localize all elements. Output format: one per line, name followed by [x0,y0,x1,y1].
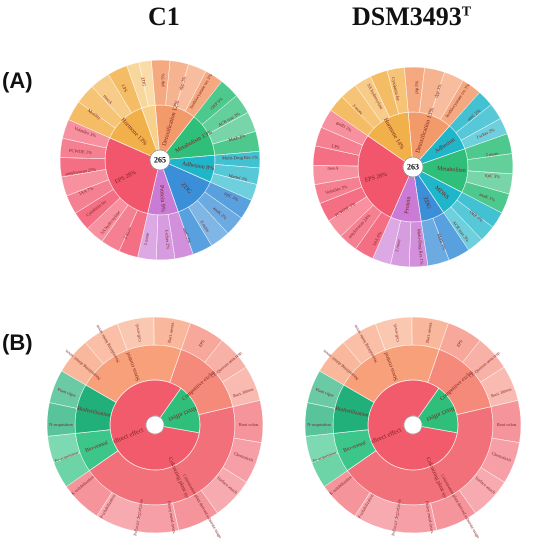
column-title-dsm3493: DSM3493T [352,2,471,32]
b-dsm-center-hole [403,415,423,435]
a-c1-outer-label-22: moeA [102,94,113,106]
b-c1-outer-label-3: Bact. secret. [167,322,176,344]
a-c1-inner-label-2: Adhesion 8% [181,161,214,172]
a-c1-center-count: 265 [154,155,166,164]
a-c1-outer-label-13: 5 more [143,232,150,245]
a-c1-outer-label-17: IAA 7% [78,186,94,197]
b-c1-outer-label-4: EPS [198,338,206,347]
b-dsm-outer-label-4: EPS [456,338,464,347]
a-dsm-inner-label-4: ZDG [422,196,432,210]
a-dsm-outer-label-22: Cytokinin fer [391,77,401,102]
a-dsm-inner-label-6: EPS 28% [364,172,388,184]
a-c1-outer-7-1 [138,60,156,107]
b-c1-outer-label-12: Pollutant degradation [133,498,144,536]
a-c1-outer-label-7: Mattol 3% [228,173,248,182]
a-c1-outer-label-0: pip 5% [160,73,166,86]
b-c1-outer-4-1 [49,370,87,409]
b-c1-outer-label-8: Chemotaxis [233,451,254,463]
a-dsm-outer-label-16: Volatiles 3% [325,184,349,195]
a-c1-outer-label-10: 8 more [199,220,210,233]
a-dsm-center-hole [402,156,424,178]
b-dsm-outer-label-11: Heavy metal detox. [424,501,435,535]
a-dsm-outer-label-5: 5 more [485,151,498,158]
b-dsm-outer-label-8: Chemotaxis [491,451,512,463]
a-dsm-outer-label-13: IAA 6% [372,231,383,247]
a-c1-outer-label-5: MatE 2% [228,133,246,143]
a-c1-outer-label-12: I scher 2% [164,230,171,250]
a-dsm-inner-label-5: Protein [404,196,412,214]
b-dsm-outer-4-1 [307,370,345,409]
b-c1-outer-label-11: Heavy metal detox. [166,501,177,535]
a-dsm-outer-7-4 [386,67,409,115]
b-c1-outer-label-7: Root colon. [239,422,259,427]
a-c1-outer-label-19: PCWDE 1% [69,148,93,155]
a-dsm-inner-label-2: Metabolism [437,166,466,174]
a-c1-outer-label-1: dpp 3% [178,76,187,91]
b-dsm-outer-label-7: Root colon. [497,422,517,427]
b-dsm-outer-label-16: N-acquisition [307,422,331,427]
column-title-superscript: T [461,4,472,20]
b-dsm-outer-label-3: Bact. secret. [425,322,434,344]
a-c1-outer-label-14: 2 more [122,226,132,240]
a-c1-outer-label-6: Multi-Drug Res 1% [222,155,258,161]
a-dsm-outer-label-7: anaK 1% [479,192,497,203]
a-dsm-center-count: 263 [407,162,419,171]
column-title-c1: C1 [148,2,180,31]
a-c1-outer-label-23: LPS [121,84,129,94]
a-dsm-outer-label-18: LPS [331,143,340,150]
b-c1-center-hole [145,415,165,435]
a-c1-inner-label-4: Protein 9% [158,185,165,212]
a-c1-outer-label-18: amylovoran 25% [65,167,97,177]
column-title-dsm3493-text: DSM3493 [352,2,462,31]
a-dsm-outer-label-0: pip 5% [414,80,420,93]
panel-label-a: (A) [2,68,33,93]
b-dsm-outer-label-17: Plant vigor [315,387,335,398]
a-dsm-outer-label-10: MatE 1% [436,233,447,251]
b-c1-outer-label-16: N-acquisition [49,422,73,427]
a-c1-outer-label-11: antC 2% [182,227,192,244]
a-c1-center-hole [149,149,171,171]
panel-label-b: (B) [2,330,33,355]
b-c1-outer-label-2: Cell envel. [134,323,142,342]
a-dsm-outer-label-6: trpC 3% [485,173,501,180]
b-dsm-outer-label-2: Cell envel. [392,323,400,342]
a-c1-outer-label-24: ZDG [140,77,147,88]
a-c1-outer-label-8: trpC 3% [223,191,239,203]
b-c1-outer-label-17: Plant vigor [57,387,77,398]
a-dsm-outer-label-12: 2 more [394,239,401,252]
a-dsm-outer-label-11: Multi-Drug Res 1% [416,229,424,265]
a-dsm-outer-label-1: dpp 3% [433,83,442,98]
a-dsm-outer-label-17: moeA [327,165,339,170]
b-dsm-outer-label-12: Pollutant degradation [391,498,402,536]
